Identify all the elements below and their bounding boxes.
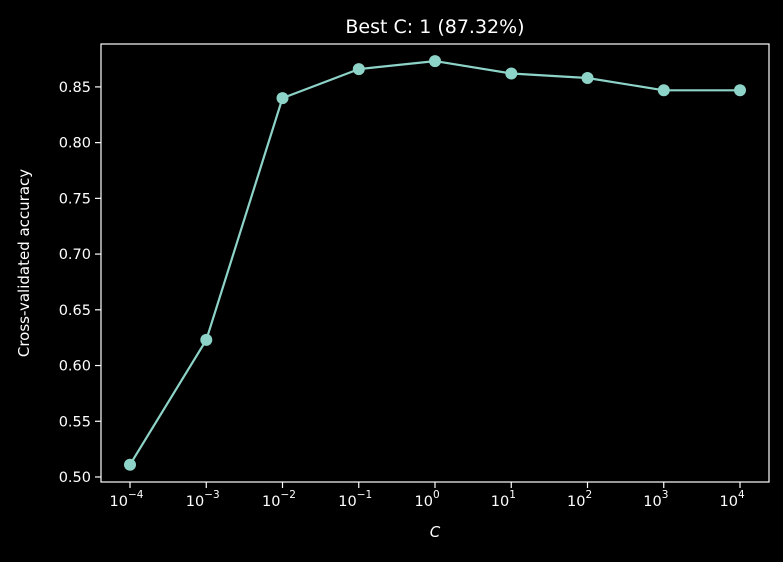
y-tick-label: 0.60 <box>59 359 91 375</box>
x-tick-label: 10 2 <box>567 489 592 510</box>
x-tick-label: 10 3 <box>643 489 668 510</box>
x-tick-label-exponent: 2 <box>586 489 593 501</box>
data-point <box>734 84 746 97</box>
x-tick-label: 10 −1 <box>338 489 372 510</box>
y-tick-label: 0.55 <box>59 414 91 430</box>
x-tick-label-base: 10 <box>415 494 433 510</box>
y-axis-label: Cross-validated accuracy <box>15 169 33 357</box>
x-tick-label-base: 10 <box>643 494 661 510</box>
x-tick-label-exponent: −4 <box>128 489 144 501</box>
y-axis: 0.50 0.55 0.60 0.65 0.70 0.75 0.80 0.85 <box>59 80 101 486</box>
x-axis-label: C <box>430 523 441 541</box>
data-point <box>657 84 670 97</box>
x-tick-label-exponent: −2 <box>281 489 296 501</box>
chart-title: Best C: 1 (87.32%) <box>345 16 524 38</box>
data-point <box>429 55 441 68</box>
x-tick-label-base: 10 <box>491 494 509 510</box>
x-tick-label: 10 −4 <box>110 489 144 510</box>
x-tick-label: 10 0 <box>415 489 440 510</box>
x-tick-label: 10 −3 <box>186 489 220 510</box>
data-point <box>124 458 136 471</box>
y-tick-label: 0.80 <box>59 136 91 152</box>
x-tick-label-base: 10 <box>338 494 356 510</box>
x-tick-label-exponent: −1 <box>357 489 372 501</box>
x-tick-label-exponent: 0 <box>433 489 440 501</box>
y-tick-label: 0.85 <box>59 80 91 96</box>
x-tick-label-exponent: 3 <box>662 489 669 501</box>
x-tick-label: 10 4 <box>720 489 745 510</box>
plot-frame <box>100 43 770 483</box>
x-tick-label-exponent: −3 <box>204 489 219 501</box>
x-tick-label-exponent: 4 <box>738 489 745 501</box>
x-tick-label-base: 10 <box>186 494 204 510</box>
x-tick-label-base: 10 <box>110 494 128 510</box>
data-point <box>505 67 518 80</box>
data-point <box>352 63 365 76</box>
x-tick-label: 10 1 <box>491 489 516 510</box>
x-axis: 10 −4 10 −3 10 −2 10 −1 10 0 10 1 10 2 10 3 10 4 <box>110 482 745 510</box>
plot-series <box>124 55 746 471</box>
x-tick-label-base: 10 <box>262 494 280 510</box>
y-tick-label: 0.50 <box>59 470 91 486</box>
y-tick-label: 0.75 <box>59 191 91 207</box>
x-tick-label: 10 −2 <box>262 489 296 510</box>
x-tick-label-base: 10 <box>720 494 738 510</box>
x-tick-label-exponent: 1 <box>509 489 516 501</box>
data-point <box>200 333 213 346</box>
x-tick-label-base: 10 <box>567 494 585 510</box>
y-tick-label: 0.65 <box>59 303 91 319</box>
y-tick-label: 0.70 <box>59 247 91 263</box>
data-point <box>581 72 594 84</box>
data-point <box>276 92 289 105</box>
